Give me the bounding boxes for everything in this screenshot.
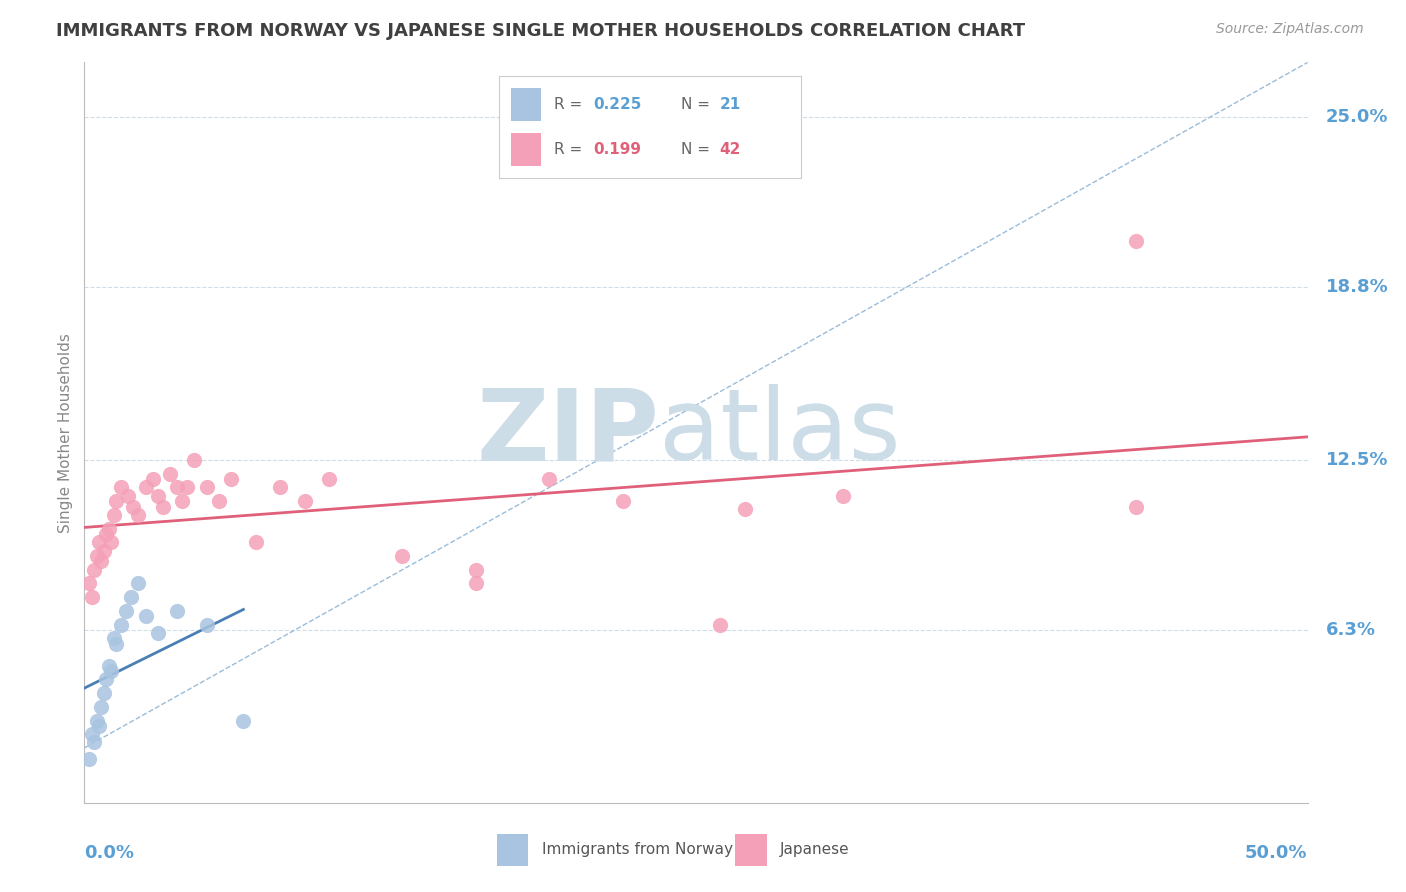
Text: 6.3%: 6.3% xyxy=(1326,621,1376,639)
Text: 50.0%: 50.0% xyxy=(1246,844,1308,862)
Point xyxy=(464,563,486,577)
Point xyxy=(80,590,103,604)
Point xyxy=(612,494,634,508)
Point xyxy=(122,500,145,514)
Point xyxy=(97,658,120,673)
Text: 0.0%: 0.0% xyxy=(84,844,135,862)
Point xyxy=(831,489,853,503)
Text: Japanese: Japanese xyxy=(780,842,849,857)
Point xyxy=(464,576,486,591)
Point xyxy=(391,549,413,563)
Point xyxy=(176,480,198,494)
Point xyxy=(86,549,108,563)
Point xyxy=(538,472,561,486)
Point xyxy=(87,719,110,733)
Point xyxy=(96,527,118,541)
Point xyxy=(110,617,132,632)
FancyBboxPatch shape xyxy=(512,88,541,121)
Point xyxy=(87,535,110,549)
Point xyxy=(1125,500,1147,514)
Text: atlas: atlas xyxy=(659,384,901,481)
Point xyxy=(166,480,188,494)
Point xyxy=(97,522,120,536)
Text: 0.225: 0.225 xyxy=(593,97,641,112)
Point xyxy=(709,617,731,632)
Point xyxy=(172,494,194,508)
Point xyxy=(1125,234,1147,248)
Point xyxy=(195,617,218,632)
Point xyxy=(734,502,756,516)
Point xyxy=(90,699,112,714)
Text: Immigrants from Norway: Immigrants from Norway xyxy=(541,842,733,857)
Text: IMMIGRANTS FROM NORWAY VS JAPANESE SINGLE MOTHER HOUSEHOLDS CORRELATION CHART: IMMIGRANTS FROM NORWAY VS JAPANESE SINGL… xyxy=(56,22,1025,40)
Point xyxy=(105,494,128,508)
Point xyxy=(146,489,169,503)
Point xyxy=(127,508,149,522)
Point xyxy=(77,752,100,766)
Point xyxy=(152,500,174,514)
Text: N =: N = xyxy=(681,142,714,157)
Point xyxy=(117,489,139,503)
Point xyxy=(120,590,142,604)
Point xyxy=(93,543,115,558)
Point xyxy=(245,535,267,549)
Point xyxy=(103,632,125,646)
Point xyxy=(269,480,291,494)
Text: Source: ZipAtlas.com: Source: ZipAtlas.com xyxy=(1216,22,1364,37)
Point xyxy=(110,480,132,494)
Point xyxy=(86,714,108,728)
Point xyxy=(127,576,149,591)
Text: 21: 21 xyxy=(720,97,741,112)
Point xyxy=(195,480,218,494)
Point xyxy=(100,664,122,678)
Text: 12.5%: 12.5% xyxy=(1326,451,1389,469)
Text: 18.8%: 18.8% xyxy=(1326,278,1389,296)
Y-axis label: Single Mother Households: Single Mother Households xyxy=(58,333,73,533)
Point xyxy=(219,472,242,486)
FancyBboxPatch shape xyxy=(496,834,529,865)
Point xyxy=(77,576,100,591)
Point xyxy=(105,637,128,651)
Point xyxy=(135,480,157,494)
Point xyxy=(96,673,118,687)
Point xyxy=(142,472,165,486)
Point xyxy=(318,472,340,486)
Point xyxy=(80,727,103,741)
FancyBboxPatch shape xyxy=(512,133,541,166)
Point xyxy=(146,625,169,640)
Text: R =: R = xyxy=(554,97,586,112)
Text: R =: R = xyxy=(554,142,586,157)
Text: 42: 42 xyxy=(720,142,741,157)
Point xyxy=(166,604,188,618)
Point xyxy=(208,494,231,508)
Point xyxy=(83,563,105,577)
Point xyxy=(93,686,115,700)
Point xyxy=(90,554,112,568)
Text: ZIP: ZIP xyxy=(477,384,659,481)
Point xyxy=(83,735,105,749)
Text: 0.199: 0.199 xyxy=(593,142,641,157)
Point xyxy=(135,609,157,624)
Point xyxy=(100,535,122,549)
Text: N =: N = xyxy=(681,97,714,112)
Point xyxy=(115,604,138,618)
Point xyxy=(294,494,316,508)
Point xyxy=(183,453,205,467)
Point xyxy=(103,508,125,522)
FancyBboxPatch shape xyxy=(735,834,766,865)
Point xyxy=(232,714,254,728)
Point xyxy=(159,467,181,481)
Text: 25.0%: 25.0% xyxy=(1326,108,1389,127)
